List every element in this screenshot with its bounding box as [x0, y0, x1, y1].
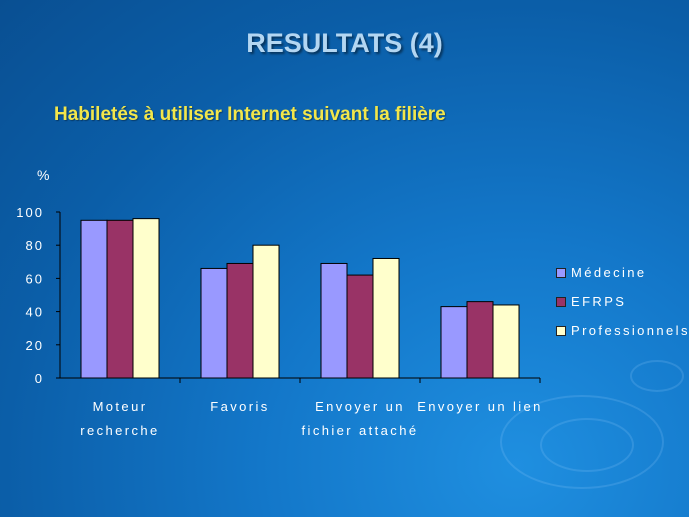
y-tick-label: 100 — [16, 205, 44, 220]
legend-label: Médecine — [571, 265, 647, 280]
x-tick-label: Envoyer un lien — [417, 399, 543, 414]
x-tick-label: Favoris — [210, 399, 269, 414]
legend-item: Médecine — [556, 258, 689, 287]
bar — [440, 306, 468, 379]
legend-swatch — [556, 325, 566, 336]
x-tick-label: Envoyer un — [315, 399, 405, 414]
bar — [106, 219, 134, 379]
bar — [132, 218, 160, 379]
bar — [372, 257, 400, 379]
bar — [492, 304, 520, 379]
bar — [226, 262, 254, 379]
chart-legend: Médecine EFRPS Professionnels — [556, 258, 689, 345]
bar — [200, 267, 228, 379]
y-tick-label: 60 — [26, 271, 44, 286]
legend-label: Professionnels — [571, 323, 689, 338]
x-tick-label: Moteur — [93, 399, 148, 414]
slide-title: RESULTATS (4) — [246, 28, 443, 58]
x-tick-label: recherche — [80, 423, 159, 438]
legend-swatch — [556, 296, 566, 307]
y-tick-label: 80 — [26, 238, 44, 253]
x-tick-label: fichier attaché — [302, 423, 419, 438]
legend-swatch — [556, 267, 566, 278]
chart-subtitle: Habiletés à utiliser Internet suivant la… — [54, 104, 446, 125]
ripple-decoration — [500, 395, 664, 489]
bar — [252, 244, 280, 379]
y-tick-label: 20 — [26, 338, 44, 353]
y-tick-label: 0 — [35, 371, 44, 386]
legend-item: Professionnels — [556, 316, 689, 345]
legend-label: EFRPS — [571, 294, 627, 309]
bar — [320, 262, 348, 379]
y-axis-label: % — [37, 167, 49, 183]
ripple-decoration — [540, 418, 634, 472]
y-tick-label: 40 — [26, 305, 44, 320]
bar — [346, 274, 374, 379]
ripple-decoration — [630, 360, 684, 392]
legend-item: EFRPS — [556, 287, 689, 316]
bar — [80, 219, 108, 379]
bar — [466, 301, 494, 379]
